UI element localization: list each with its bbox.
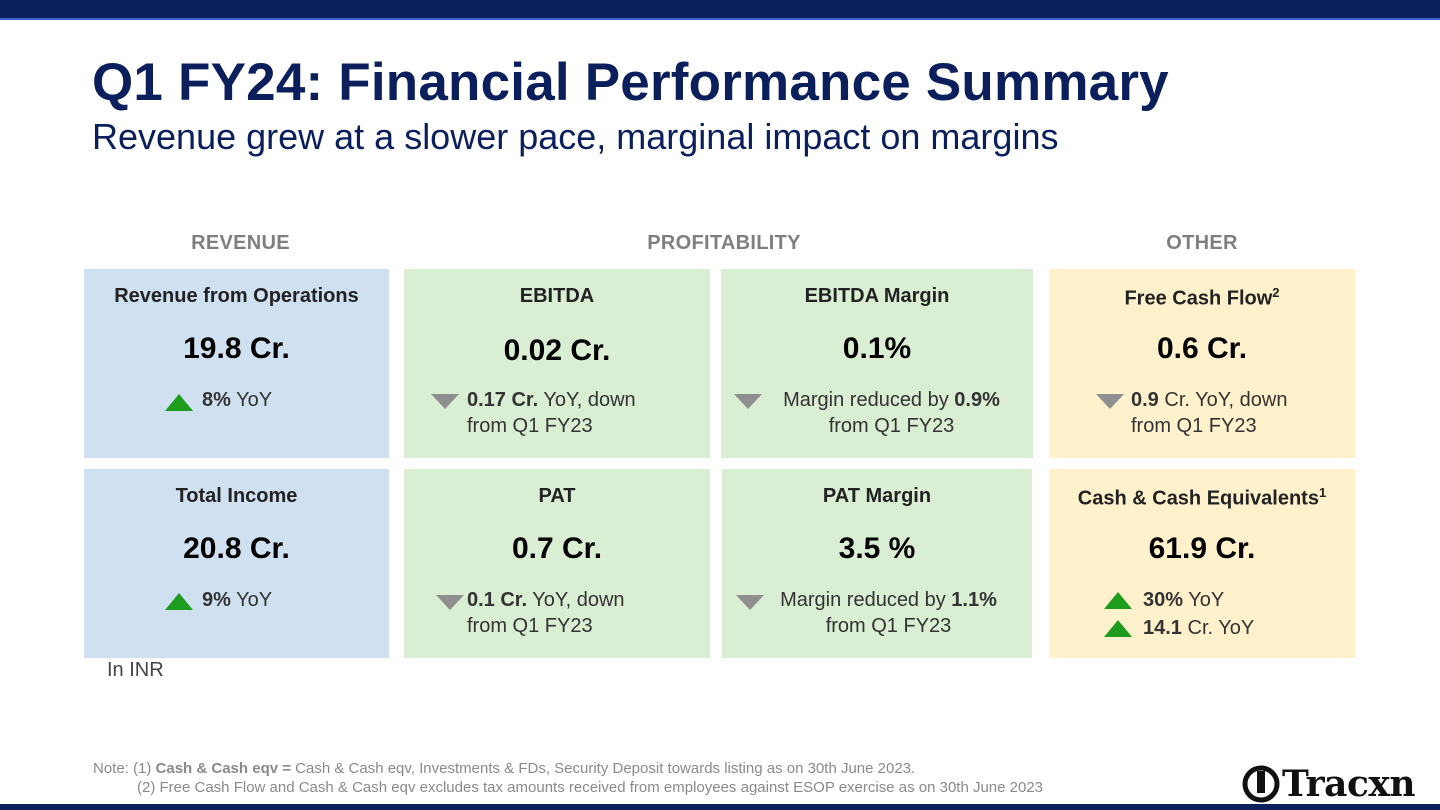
card-free-cash-flow: Free Cash Flow2 0.6 Cr. 0.9 Cr. YoY, dow… xyxy=(1049,269,1355,458)
card-total-income: Total Income 20.8 Cr. 9% YoY xyxy=(84,469,389,658)
note-text: Cash & Cash eqv, Investments & FDs, Secu… xyxy=(291,760,916,777)
card-value: 0.02 Cr. xyxy=(503,334,611,367)
card-delta: 9% YoY xyxy=(202,587,272,613)
section-header-other: OTHER xyxy=(1166,232,1238,254)
logo-text: Tracxn xyxy=(1282,763,1416,805)
delta-text: YoY, down xyxy=(527,589,625,611)
card-delta: 0.17 Cr. YoY, down from Q1 FY23 xyxy=(467,387,636,439)
card-pat: PAT 0.7 Cr. 0.1 Cr. YoY, down from Q1 FY2… xyxy=(404,469,710,658)
delta-text: Cr. YoY, down xyxy=(1158,389,1288,411)
slide-subtitle: Revenue grew at a slower pace, marginal … xyxy=(92,116,1059,157)
card-label-text: Free Cash Flow xyxy=(1124,287,1273,310)
card-value: 0.7 Cr. xyxy=(511,532,603,565)
delta-strong: 9% xyxy=(202,589,231,611)
card-ebitda: EBITDA 0.02 Cr. 0.17 Cr. YoY, down from Q… xyxy=(404,269,710,458)
card-delta: Margin reduced by 1.1% from Q1 FY23 xyxy=(766,587,1011,639)
card-value: 61.9 Cr. xyxy=(1148,532,1256,565)
card-label: EBITDA xyxy=(519,285,595,307)
footnote-1: Note: (1) Cash & Cash eqv = Cash & Cash … xyxy=(93,759,915,779)
up-triangle-icon xyxy=(165,593,193,610)
card-label: PAT Margin xyxy=(822,485,932,507)
delta-text: YoY xyxy=(230,389,273,411)
card-label: Free Cash Flow2 xyxy=(1049,285,1355,311)
delta-strong: 0.17 Cr. xyxy=(467,389,539,411)
down-triangle-icon xyxy=(1096,394,1124,409)
delta-line2: from Q1 FY23 xyxy=(825,615,952,637)
note-prefix: Note: (1) xyxy=(93,760,156,777)
up-triangle-icon xyxy=(1104,620,1132,637)
down-triangle-icon xyxy=(436,595,464,610)
up-triangle-icon xyxy=(1104,592,1132,609)
footnote-marker: 2 xyxy=(1272,285,1280,300)
delta-text: YoY xyxy=(1183,589,1225,611)
card-delta-secondary: 14.1 Cr. YoY xyxy=(1143,615,1254,641)
bottom-banner-bar xyxy=(0,804,1440,810)
down-triangle-icon xyxy=(431,394,459,409)
card-cash-equivalents: Cash & Cash Equivalents1 61.9 Cr. 30% Yo… xyxy=(1049,469,1355,658)
card-value: 0.6 Cr. xyxy=(1156,332,1248,365)
card-pat-margin: PAT Margin 3.5 % Margin reduced by 1.1% f… xyxy=(722,469,1032,658)
delta-prefix: Margin reduced by xyxy=(780,589,952,611)
card-delta: 0.1 Cr. YoY, down from Q1 FY23 xyxy=(467,587,625,639)
tracxn-logo: Tracxn xyxy=(1242,763,1416,805)
card-label-text: Cash & Cash Equivalents xyxy=(1077,487,1319,510)
card-delta: 0.9 Cr. YoY, down from Q1 FY23 xyxy=(1131,387,1287,439)
card-value: 20.8 Cr. xyxy=(183,532,290,565)
card-revenue-from-operations: Revenue from Operations 19.8 Cr. 8% YoY xyxy=(84,269,389,458)
card-value: 19.8 Cr. xyxy=(183,332,290,365)
footnote-marker: 1 xyxy=(1318,485,1327,500)
currency-note: In INR xyxy=(107,659,164,681)
card-delta: Margin reduced by 0.9% from Q1 FY23 xyxy=(769,387,1014,439)
delta-text: YoY xyxy=(230,589,273,611)
card-label: PAT xyxy=(538,485,576,507)
top-banner-accent xyxy=(0,18,1440,20)
delta-text: YoY, down xyxy=(538,389,636,411)
delta-strong: 30% xyxy=(1143,589,1184,611)
card-label: Revenue from Operations xyxy=(114,285,359,307)
delta-strong: 14.1 xyxy=(1143,617,1182,639)
delta-strong: 0.9% xyxy=(954,389,1000,411)
card-value: 0.1% xyxy=(842,332,912,365)
footnote-2: (2) Free Cash Flow and Cash & Cash eqv e… xyxy=(137,779,1044,796)
note-strong: Cash & Cash eqv = xyxy=(155,760,291,777)
delta-prefix: Margin reduced by xyxy=(783,389,955,411)
down-triangle-icon xyxy=(734,394,762,409)
tracxn-logo-mark-icon xyxy=(1242,765,1280,803)
delta-line2: from Q1 FY23 xyxy=(467,615,593,637)
delta-strong: 1.1% xyxy=(951,589,997,611)
card-delta: 30% YoY xyxy=(1143,587,1224,613)
card-label: Cash & Cash Equivalents1 xyxy=(1049,485,1355,511)
delta-line2: from Q1 FY23 xyxy=(1131,415,1257,437)
section-header-revenue: REVENUE xyxy=(191,232,290,254)
delta-line2: from Q1 FY23 xyxy=(828,415,955,437)
section-header-profitability: PROFITABILITY xyxy=(647,232,801,254)
down-triangle-icon xyxy=(736,595,764,610)
card-delta: 8% YoY xyxy=(202,387,272,413)
slide-title: Q1 FY24: Financial Performance Summary xyxy=(92,53,1169,112)
top-banner-bar xyxy=(0,0,1440,18)
delta-strong: 0.1 Cr. xyxy=(467,589,528,611)
delta-strong: 8% xyxy=(202,389,231,411)
card-ebitda-margin: EBITDA Margin 0.1% Margin reduced by 0.9… xyxy=(721,269,1033,458)
delta-line2: from Q1 FY23 xyxy=(467,415,593,437)
card-value: 3.5 % xyxy=(838,532,916,565)
card-label: EBITDA Margin xyxy=(804,285,950,307)
up-triangle-icon xyxy=(165,394,193,411)
delta-strong: 0.9 xyxy=(1131,389,1159,411)
delta-text: Cr. YoY xyxy=(1181,617,1255,639)
card-label: Total Income xyxy=(175,485,298,507)
